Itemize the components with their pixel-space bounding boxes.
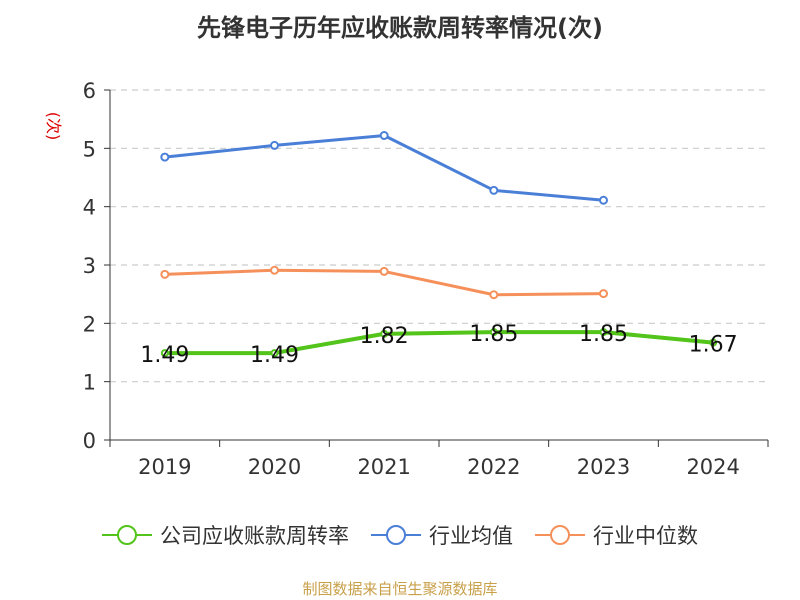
x-tick-label: 2024 [686, 455, 739, 479]
data-label: 1.85 [469, 322, 518, 347]
y-tick-label: 2 [83, 312, 96, 336]
x-tick-label: 2019 [138, 455, 191, 479]
legend-label-industry-mean: 行业均值 [429, 524, 513, 548]
data-point [709, 338, 718, 347]
y-tick-label: 5 [83, 137, 96, 161]
data-point [489, 290, 499, 300]
legend-item-company[interactable]: 公司应收账款周转率 [102, 520, 349, 550]
data-point [160, 152, 170, 162]
chart-title: 先锋电子历年应收账款周转率情况(次) [197, 14, 603, 42]
data-label: 1.82 [360, 324, 409, 349]
legend-marker-industry-median [535, 525, 585, 545]
data-point [380, 329, 389, 338]
legend-item-industry-median[interactable]: 行业中位数 [535, 520, 698, 550]
data-point [270, 349, 279, 358]
data-label: 1.49 [250, 343, 299, 368]
data-point [599, 195, 608, 205]
legend-label-industry-median: 行业中位数 [593, 524, 698, 548]
legend-item-industry-mean[interactable]: 行业均值 [371, 520, 513, 550]
data-point [160, 349, 169, 358]
x-tick-label: 2020 [248, 455, 301, 479]
y-tick-label: 4 [83, 196, 96, 220]
legend-marker-industry-mean [371, 525, 421, 545]
y-tick-label: 0 [83, 429, 96, 453]
source-note: 制图数据来自恒生聚源数据库 [302, 580, 498, 598]
data-point [599, 289, 608, 299]
series-line [164, 330, 714, 356]
legend-label-company: 公司应收账款周转率 [160, 524, 349, 548]
data-point [599, 328, 608, 337]
data-point [270, 265, 279, 275]
data-point [270, 140, 279, 150]
data-point [160, 269, 170, 279]
legend: 公司应收账款周转率 行业均值 行业中位数 [0, 520, 800, 550]
data-point [379, 266, 389, 276]
x-tick-label: 2023 [577, 455, 630, 479]
data-label: 1.67 [689, 333, 738, 358]
data-point [489, 328, 498, 337]
data-label: 1.85 [579, 322, 628, 347]
series-line [164, 134, 604, 202]
x-tick-label: 2022 [467, 455, 520, 479]
x-tick-label: 2021 [357, 455, 410, 479]
data-point [379, 131, 389, 140]
y-tick-label: 3 [83, 254, 96, 278]
data-label: 1.49 [140, 343, 189, 368]
data-point [489, 185, 499, 195]
legend-marker-company [102, 525, 152, 545]
y-tick-label: 6 [83, 79, 96, 103]
y-tick-label: 1 [83, 371, 96, 395]
y-axis-label: (次) [44, 112, 63, 141]
